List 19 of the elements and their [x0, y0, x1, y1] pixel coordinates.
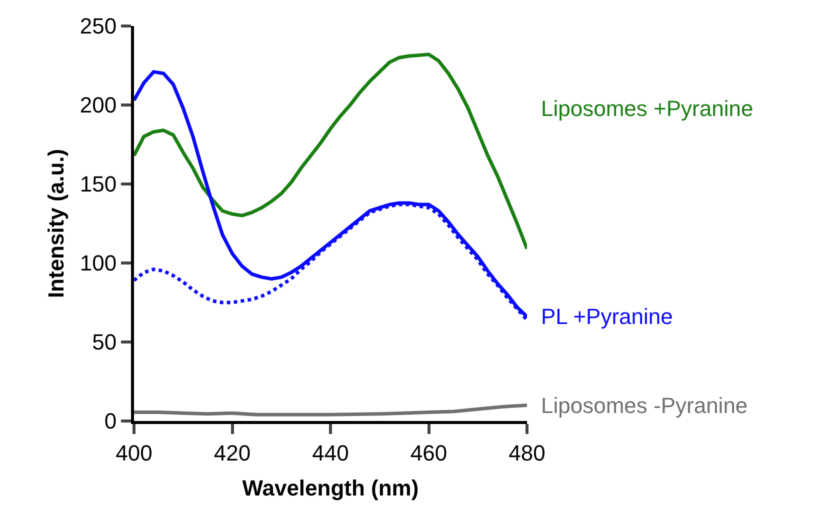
y-tick-label: 250	[80, 14, 117, 39]
series-label: PL +Pyranine	[541, 304, 673, 329]
line-series	[134, 70, 527, 318]
x-tick-label: 400	[116, 440, 152, 466]
x-axis-title: Wavelength (nm)	[242, 475, 419, 500]
series-label: Liposomes -Pyranine	[541, 393, 748, 418]
x-tick-label: 460	[410, 440, 448, 466]
y-axis-title: Intensity (a.u.)	[44, 148, 69, 298]
y-tick-label: 200	[80, 92, 117, 118]
text: Liposomes +Pyranine	[541, 96, 754, 121]
x-tick-label: 480	[508, 440, 546, 466]
line-series	[134, 403, 527, 416]
y-tick-label: 50	[92, 330, 117, 355]
y-tick-label: 0	[104, 408, 117, 434]
x-tick-label: 440	[312, 440, 349, 466]
y-tick-label: 100	[80, 250, 117, 276]
line-series	[134, 52, 527, 251]
x-tick-label: 420	[214, 440, 251, 466]
y-tick-label: 150	[80, 172, 117, 197]
